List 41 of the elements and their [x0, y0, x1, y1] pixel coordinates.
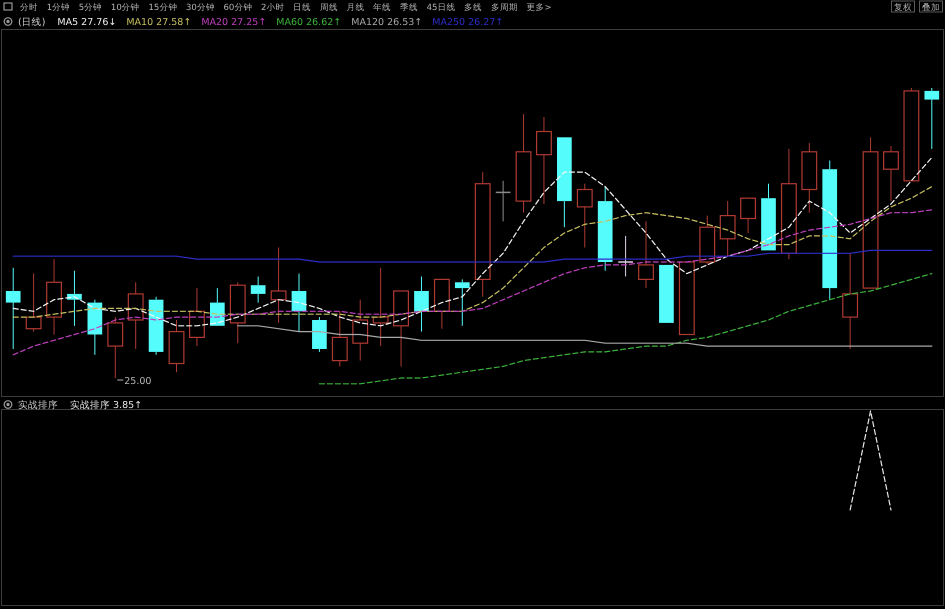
candlestick — [188, 288, 205, 347]
candlestick — [332, 310, 348, 367]
candlestick — [474, 172, 491, 298]
text: MA60 26.62↑ — [276, 17, 342, 28]
candlestick — [414, 276, 429, 332]
candlestick — [46, 258, 62, 335]
candlestick — [292, 273, 306, 332]
candlestick — [801, 142, 818, 214]
text: 复权 — [894, 2, 912, 13]
candlestick — [352, 299, 368, 362]
chart-title: (日线) — [18, 16, 46, 28]
candlestick — [618, 235, 634, 277]
chart-subtitle: 分时 1分钟 5分钟 10分钟 15分钟 30分钟 60分钟 2小时 日线 周线 月线 年线 季线 45日线 多线 多周期 更多> — [20, 2, 552, 13]
candlestick — [598, 186, 613, 272]
candlestick — [822, 160, 838, 300]
text: MA20 27.25↑ — [201, 17, 266, 28]
candlestick — [638, 220, 654, 289]
candlestick — [516, 114, 532, 214]
annotation: 25.00 — [124, 376, 152, 387]
candlestick — [88, 299, 102, 356]
candlestick — [454, 278, 470, 326]
candlestick — [168, 320, 184, 373]
text: MA5 27.76↓ — [57, 17, 116, 28]
candlestick — [128, 282, 144, 350]
text: 实战排序 3.85↑ — [70, 399, 142, 411]
candlestick — [842, 252, 858, 350]
candlestick — [6, 267, 21, 350]
candlestick — [372, 267, 389, 347]
candlestick — [536, 116, 552, 204]
text: MA250 26.27↑ — [432, 17, 504, 28]
text: MA120 26.53↑ — [351, 17, 422, 28]
candlestick — [720, 200, 736, 257]
candlestick — [270, 247, 287, 324]
candlestick — [924, 88, 940, 150]
candlestick — [250, 276, 266, 304]
text: MA10 27.58↑ — [126, 17, 192, 28]
candlestick — [576, 183, 593, 248]
chart-title: 实战排序 — [18, 399, 58, 411]
candlestick — [495, 180, 512, 222]
text: 叠加 — [922, 2, 940, 13]
candlestick — [312, 316, 327, 352]
